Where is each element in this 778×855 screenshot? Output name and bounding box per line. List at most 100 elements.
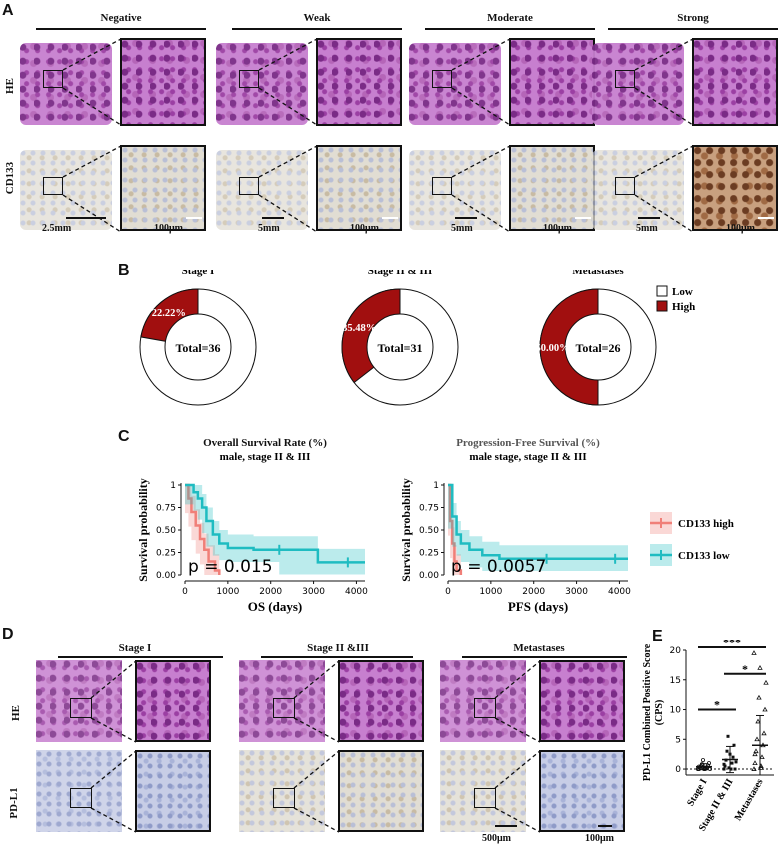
panel-a-tissue-overview: [20, 43, 112, 125]
km-curve: [448, 483, 628, 561]
e-data-point: [722, 767, 726, 771]
panel-d-header-bar: [261, 656, 413, 658]
donut-total-label: Total=36: [175, 341, 220, 355]
panel-a-zoom-image: [509, 38, 595, 126]
e-data-point: [752, 751, 758, 757]
panel-a-scalebar-low: [66, 217, 106, 219]
panel-b-letter: B: [118, 262, 130, 279]
e-data-point: [761, 730, 767, 736]
panel-a-zoom-image: [120, 145, 206, 231]
panel-c-survival-charts: Overall Survival Rate (%) male, stage II …: [136, 437, 734, 614]
panel-a-scalebar-low: [262, 217, 284, 219]
km-legend-label: CD133 low: [678, 550, 730, 562]
panel-c-letter: C: [118, 428, 130, 445]
km-y-tick-label: 0.75: [419, 504, 439, 514]
legend-label: High: [672, 301, 695, 313]
e-data-point: [708, 767, 713, 772]
km-x-tick-label: 2000: [522, 587, 545, 597]
panel-d-header-bar: [58, 656, 223, 658]
panel-a-tissue-overview: [409, 150, 501, 230]
panel-a-zoom-image: [316, 38, 402, 126]
panel-a-zoom-image: [692, 38, 778, 126]
panel-a-zoom-connector: [62, 145, 122, 233]
donut-hole: [366, 313, 434, 381]
panel-d-zoom-image: [539, 750, 625, 832]
donut-title: Stage I: [182, 270, 215, 277]
km-confidence-band: [185, 485, 365, 575]
panel-a-zoom-image: [692, 145, 778, 231]
km-x-label: PFS (days): [508, 599, 568, 614]
e-sig-label: *: [742, 662, 748, 676]
panel-a-column-header: Moderate: [487, 12, 533, 24]
panel-d-zoom-connector: [494, 660, 541, 743]
panel-d-row-label-he: HE: [10, 705, 22, 721]
km-x-tick-label: 3000: [565, 587, 588, 597]
km-y-tick-label: 0.25: [156, 549, 176, 559]
panel-d-connector-line: [90, 717, 137, 743]
panel-a-connector-line: [634, 194, 694, 233]
panel-d-scale-label-high: 100μm: [585, 833, 614, 844]
donut-hole: [164, 313, 232, 381]
e-data-point: [726, 734, 730, 738]
panel-d-zoom-image: [338, 660, 424, 742]
km-y-tick-label: 0.25: [419, 549, 439, 559]
e-y-tick-label: 20: [670, 646, 682, 656]
panel-a-zoom-connector: [451, 145, 511, 233]
panel-a-selection-box: [432, 70, 452, 88]
km-x-tick-label: 4000: [345, 587, 368, 597]
panel-a-scale-label-low: 5mm: [258, 223, 280, 234]
km-p-value: p = 0.0057: [451, 557, 546, 577]
panel-a-connector-line: [62, 38, 122, 71]
e-data-point: [723, 764, 727, 768]
e-y-tick-label: 5: [675, 735, 681, 745]
km-y-label: Survival probability: [136, 478, 150, 581]
km-confidence-band: [185, 485, 220, 575]
km-y-tick-label: 1: [170, 481, 176, 491]
panel-d-tissue-overview: [239, 750, 325, 832]
panel-d-zoom-image: [135, 750, 211, 832]
panel-d-header-bar: [462, 656, 627, 658]
panel-d-scalebar-high: [598, 825, 612, 827]
panel-d-row-label-pdl1: PD-L1: [8, 787, 20, 819]
panel-a-connector-line: [258, 38, 318, 71]
panel-a-connector-line: [258, 145, 318, 178]
panel-d-zoom-connector: [90, 750, 137, 833]
panel-a-tissue-overview: [409, 43, 501, 125]
panel-a-header-bar: [232, 28, 402, 30]
panel-d-scalebar-low: [495, 825, 517, 827]
panel-a-column-header: Negative: [100, 12, 142, 24]
panel-d-connector-line: [90, 750, 137, 789]
panel-a-connector-line: [634, 145, 694, 178]
panel-d-connector-line: [90, 660, 137, 699]
panel-a-row-label-cd133: CD133: [4, 161, 16, 195]
e-data-point: [707, 761, 712, 766]
panel-d-selection-box: [273, 698, 295, 718]
panel-a-selection-box: [615, 70, 635, 88]
panel-a-connector-line: [62, 87, 122, 126]
panel-a-selection-box: [239, 70, 259, 88]
km-x-tick-label: 1000: [479, 587, 502, 597]
panel-a-scalebar-high: [186, 217, 202, 219]
panel-a-selection-box: [615, 177, 635, 195]
panel-a-letter: A: [2, 2, 14, 19]
donut-total-label: Total=26: [575, 341, 620, 355]
e-sig-label: ***: [723, 640, 741, 649]
panel-d-zoom-connector: [293, 660, 340, 743]
km-curve: [185, 483, 365, 564]
panel-a-connector-line: [451, 38, 511, 71]
panel-d-connector-line: [293, 807, 340, 833]
panel-d-zoom-image: [539, 660, 625, 742]
panel-a-scale-label-low: 5mm: [451, 223, 473, 234]
panel-d-connector-line: [90, 807, 137, 833]
panel-a-zoom-image: [509, 145, 595, 231]
donut-percent-label: 50.00%: [535, 343, 569, 354]
e-data-point: [759, 754, 765, 760]
donut-hole: [564, 313, 632, 381]
km-title: Progression-Free Survival (%): [456, 437, 600, 449]
panel-a-tissue-overview: [592, 43, 684, 125]
e-data-point: [751, 766, 757, 771]
panel-d-scale-label-low: 500μm: [482, 833, 511, 844]
e-y-label-unit: (CPS): [654, 700, 665, 726]
e-data-point: [732, 743, 736, 747]
e-data-point: [756, 694, 762, 700]
